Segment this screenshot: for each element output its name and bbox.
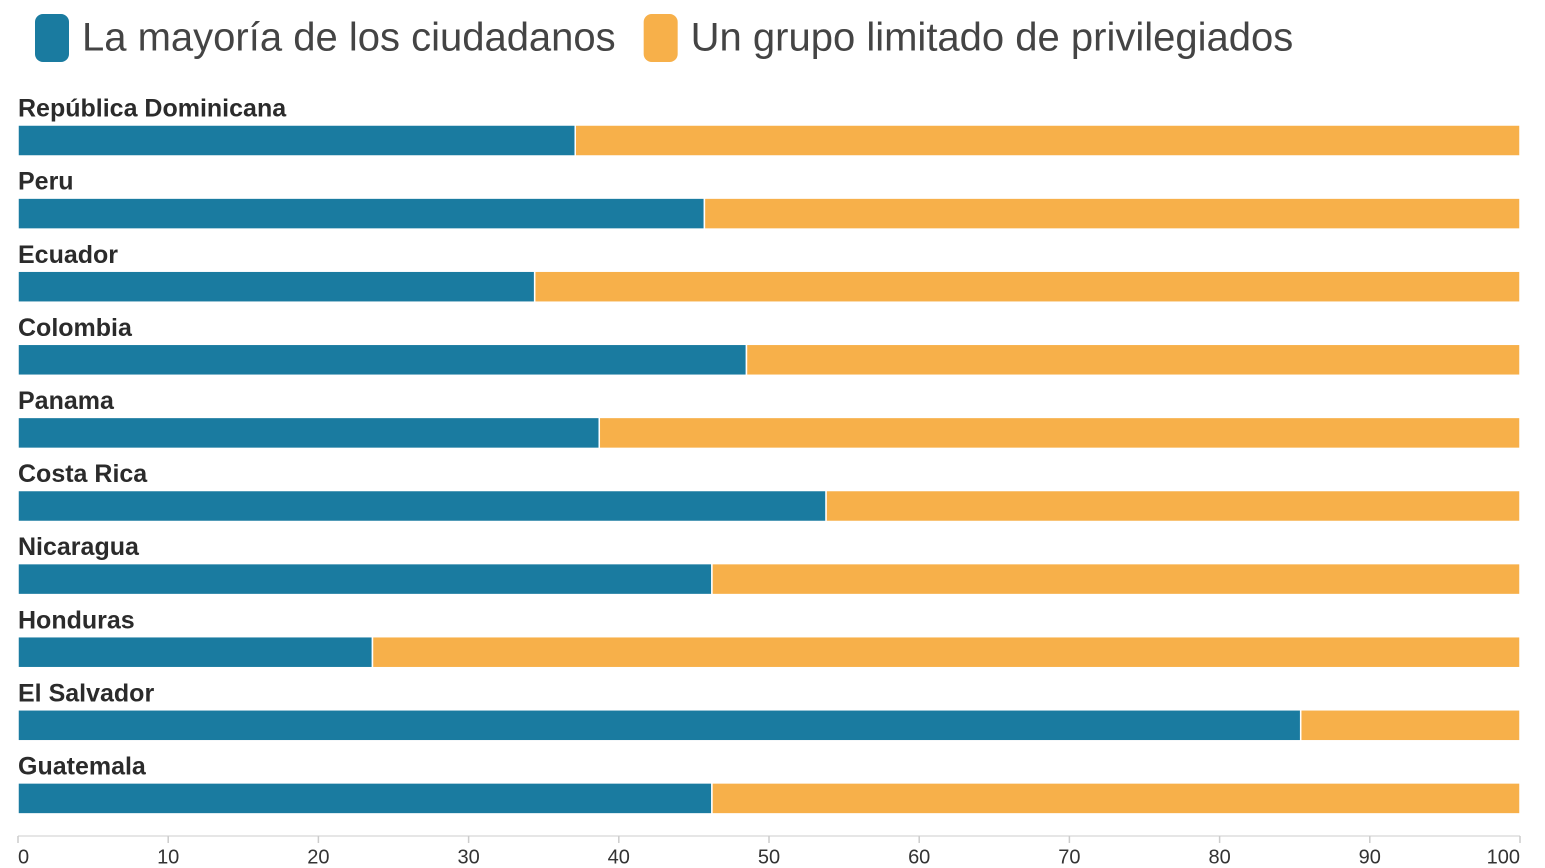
bar-segment [598,416,1521,450]
bar-segment [745,343,1521,377]
legend-label: Un grupo limitado de privilegiados [691,16,1294,60]
bar-segment [17,197,706,230]
bar-segment [17,562,713,596]
bar-segment [711,562,1521,596]
category-label: Guatemala [18,753,147,781]
bar-segment [371,635,1521,669]
category-label: Honduras [18,606,135,634]
bar-segment [17,343,748,377]
bar-segment [703,197,1521,230]
bar-segment [825,489,1521,523]
x-tick-label: 50 [758,846,780,868]
bar-segment [17,124,576,157]
bar-segment [1299,709,1521,742]
x-tick-label: 60 [908,846,930,868]
category-label: Peru [18,168,74,196]
x-tick-label: 40 [608,846,630,868]
category-label: República Dominicana [18,95,287,123]
x-tick-label: 30 [457,846,479,868]
bar-segment [533,270,1521,303]
bar-segment [17,416,601,450]
legend-swatch [35,14,69,62]
bar-segment [17,709,1302,742]
category-label: Panama [18,387,115,415]
bar-segment [711,782,1521,815]
x-tick-label: 10 [157,846,179,868]
category-label: Ecuador [18,241,118,269]
bar-segment [17,489,827,523]
x-tick-label: 20 [307,846,329,868]
x-tick-label: 100 [1487,846,1520,868]
category-label: El Salvador [18,679,154,707]
legend-label: La mayoría de los ciudadanos [82,16,616,60]
bar-segment [17,635,374,669]
category-label: Colombia [18,314,133,342]
x-tick-label: 80 [1208,846,1230,868]
x-tick-label: 70 [1058,846,1080,868]
bar-segment [17,270,536,303]
category-label: Costa Rica [18,460,148,488]
category-label: Nicaragua [18,533,140,561]
x-tick-label: 90 [1359,846,1381,868]
bar-segment [574,124,1521,157]
bar-segment [17,782,713,815]
x-tick-label: 0 [18,846,29,868]
legend-swatch [643,14,678,62]
